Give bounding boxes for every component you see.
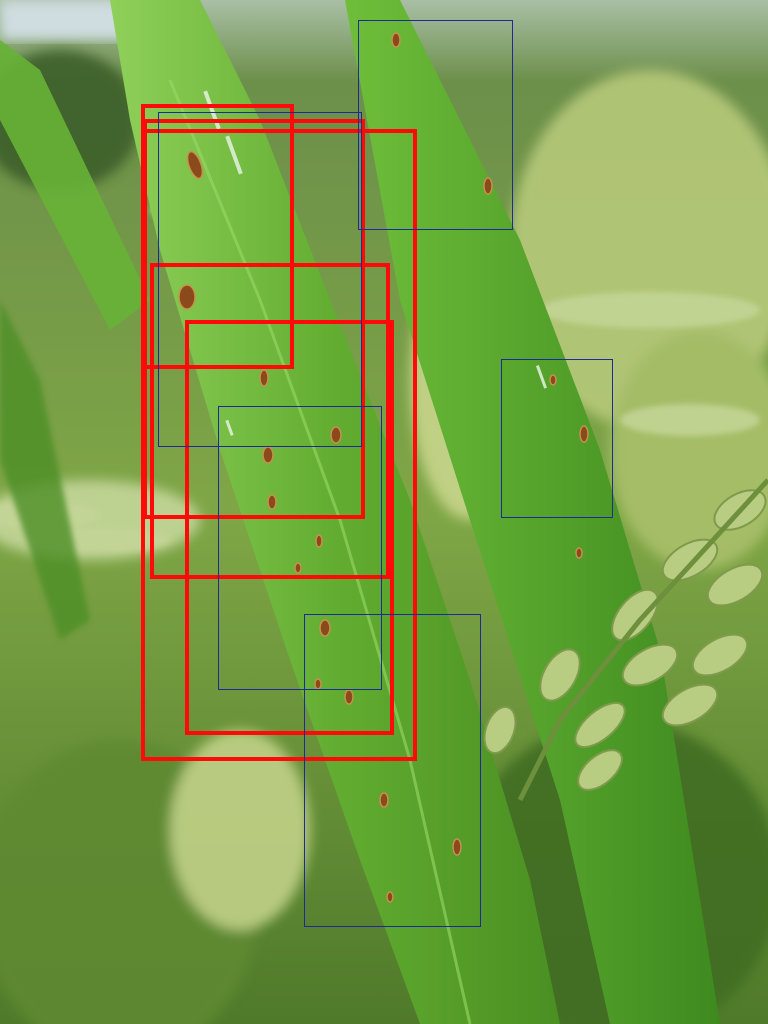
panicle-stem bbox=[517, 478, 768, 802]
right-leaf bbox=[345, 0, 720, 1024]
left-lower-leaf bbox=[0, 300, 90, 640]
lesions bbox=[178, 32, 589, 903]
leaf-midrib bbox=[168, 79, 472, 1024]
main-leaf bbox=[110, 0, 560, 1024]
sky-patch bbox=[0, 0, 130, 40]
left-leaf bbox=[0, 40, 150, 330]
